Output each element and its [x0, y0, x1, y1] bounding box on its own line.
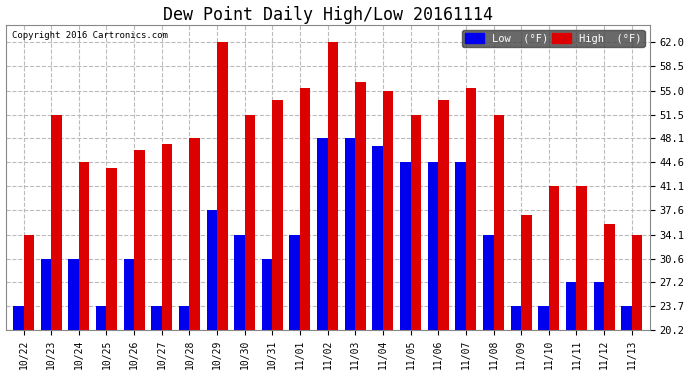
- Bar: [428, 162, 438, 330]
- Bar: [493, 115, 504, 330]
- Bar: [355, 82, 366, 330]
- Bar: [190, 138, 200, 330]
- Title: Dew Point Daily High/Low 20161114: Dew Point Daily High/Low 20161114: [163, 6, 493, 24]
- Bar: [483, 235, 493, 330]
- Text: Copyright 2016 Cartronics.com: Copyright 2016 Cartronics.com: [12, 31, 168, 40]
- Bar: [206, 210, 217, 330]
- Bar: [621, 306, 632, 330]
- Bar: [234, 235, 245, 330]
- Bar: [106, 168, 117, 330]
- Bar: [400, 162, 411, 330]
- Bar: [549, 186, 560, 330]
- Bar: [300, 88, 310, 330]
- Bar: [383, 91, 393, 330]
- Bar: [124, 259, 134, 330]
- Bar: [328, 42, 338, 330]
- Bar: [68, 259, 79, 330]
- Bar: [593, 282, 604, 330]
- Bar: [317, 138, 328, 330]
- Bar: [566, 282, 576, 330]
- Bar: [511, 306, 521, 330]
- Bar: [217, 42, 228, 330]
- Bar: [134, 150, 145, 330]
- Bar: [13, 306, 23, 330]
- Bar: [96, 306, 106, 330]
- Bar: [161, 144, 172, 330]
- Bar: [538, 306, 549, 330]
- Bar: [632, 235, 642, 330]
- Bar: [151, 306, 161, 330]
- Bar: [345, 138, 355, 330]
- Bar: [373, 146, 383, 330]
- Bar: [576, 186, 587, 330]
- Bar: [438, 100, 449, 330]
- Legend: Low  (°F), High  (°F): Low (°F), High (°F): [462, 30, 644, 47]
- Bar: [290, 235, 300, 330]
- Bar: [273, 100, 283, 330]
- Bar: [23, 235, 34, 330]
- Bar: [521, 214, 532, 330]
- Bar: [455, 162, 466, 330]
- Bar: [411, 115, 421, 330]
- Bar: [604, 224, 615, 330]
- Bar: [179, 306, 190, 330]
- Bar: [79, 162, 89, 330]
- Bar: [262, 259, 273, 330]
- Bar: [51, 115, 61, 330]
- Bar: [41, 259, 51, 330]
- Bar: [466, 88, 476, 330]
- Bar: [245, 115, 255, 330]
